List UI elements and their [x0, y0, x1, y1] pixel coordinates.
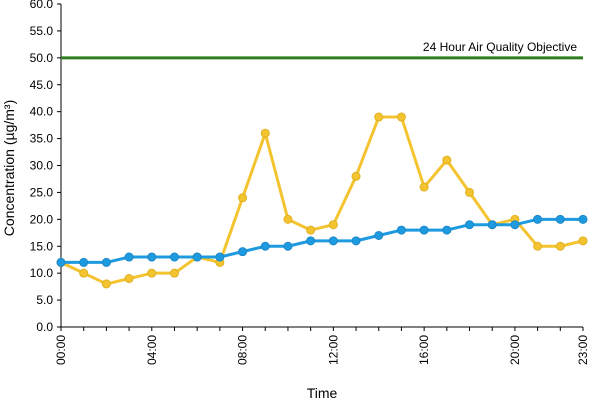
- y-tick-label: 60.0: [30, 0, 54, 11]
- y-tick-label: 45.0: [30, 78, 54, 92]
- x-tick-label: 23:00: [576, 335, 590, 365]
- data-point: [419, 182, 429, 192]
- y-tick-label: 50.0: [30, 51, 54, 65]
- data-point: [328, 220, 338, 230]
- y-tick-label: 5.0: [36, 293, 53, 307]
- series-group: [56, 112, 588, 289]
- data-point: [124, 252, 134, 262]
- data-point: [578, 214, 588, 224]
- data-point: [555, 241, 565, 251]
- data-point: [56, 257, 66, 267]
- data-point: [442, 225, 452, 235]
- x-tick-label: 16:00: [417, 335, 431, 365]
- data-point: [374, 230, 384, 240]
- data-point: [533, 214, 543, 224]
- data-point: [260, 128, 270, 138]
- data-point: [101, 257, 111, 267]
- series-line: [61, 217, 583, 264]
- data-point: [101, 279, 111, 289]
- data-point: [396, 225, 406, 235]
- x-tick-labels: 00:00 04:00 08:00 12:00 16:00 20:00 23:00: [54, 327, 590, 365]
- data-point: [306, 236, 316, 246]
- data-point: [192, 252, 202, 262]
- data-point: [79, 257, 89, 267]
- data-point: [260, 241, 270, 251]
- data-point: [442, 155, 452, 165]
- data-point: [555, 214, 565, 224]
- x-axis-title: Time: [307, 385, 338, 400]
- data-point: [79, 268, 89, 278]
- data-point: [238, 193, 248, 203]
- data-point: [147, 252, 157, 262]
- data-point: [578, 236, 588, 246]
- data-point: [487, 220, 497, 230]
- data-point: [124, 274, 134, 284]
- data-point: [374, 112, 384, 122]
- data-point: [533, 241, 543, 251]
- series-line: [60, 115, 584, 286]
- objective-label: 24 Hour Air Quality Objective: [423, 40, 577, 54]
- objective-line-group: 24 Hour Air Quality Objective: [61, 40, 583, 60]
- x-tick-label: 00:00: [54, 335, 68, 365]
- y-axis-title: Concentration (µg/m³): [1, 100, 17, 236]
- y-tick-label: 55.0: [30, 24, 54, 38]
- y-tick-label: 35.0: [30, 132, 54, 146]
- series-2: [56, 214, 588, 267]
- x-tick-label: 12:00: [326, 335, 340, 365]
- series-1: [56, 112, 588, 289]
- data-point: [169, 252, 179, 262]
- data-point: [238, 247, 248, 257]
- data-point: [465, 220, 475, 230]
- data-point: [283, 214, 293, 224]
- y-tick-label: 25.0: [30, 185, 54, 199]
- y-tick-labels: 0.0 5.0 10.0 15.0 20.0 25.0 30.0 35.0 40.0 45.0 50…: [30, 0, 61, 334]
- data-point: [169, 268, 179, 278]
- data-point: [419, 225, 429, 235]
- x-tick-label: 08:00: [236, 335, 250, 365]
- data-point: [351, 171, 361, 181]
- data-point: [351, 236, 361, 246]
- data-point: [283, 241, 293, 251]
- y-tick-label: 10.0: [30, 266, 54, 280]
- data-point: [465, 187, 475, 197]
- data-point: [306, 225, 316, 235]
- data-point: [215, 252, 225, 262]
- data-point: [147, 268, 157, 278]
- x-tick-label: 04:00: [145, 335, 159, 365]
- y-tick-label: 40.0: [30, 105, 54, 119]
- data-point: [328, 236, 338, 246]
- y-tick-label: 30.0: [30, 159, 54, 173]
- x-tick-label: 20:00: [508, 335, 522, 365]
- data-point: [510, 220, 520, 230]
- y-tick-label: 0.0: [36, 320, 53, 334]
- data-point: [396, 112, 406, 122]
- y-tick-label: 15.0: [30, 239, 54, 253]
- y-tick-label: 20.0: [30, 212, 54, 226]
